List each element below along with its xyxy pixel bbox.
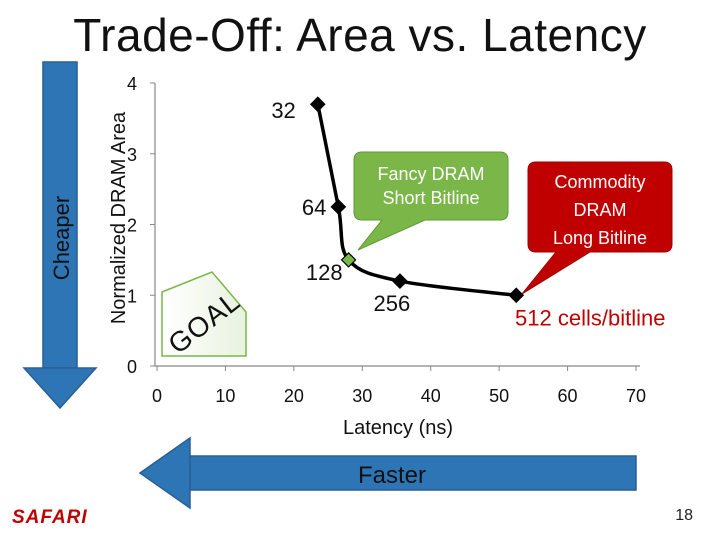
commodity-line1: Commodity: [554, 172, 645, 192]
y-tick-label: 3: [127, 145, 137, 165]
commodity-line2: DRAM: [574, 200, 627, 220]
faster-label: Faster: [358, 462, 426, 489]
commodity-dram-callout: Commodity DRAM Long Bitline: [521, 161, 673, 295]
data-point-marker: [340, 252, 357, 268]
data-point-label: 32: [271, 98, 295, 123]
safari-logo: SAFARI: [12, 507, 88, 528]
x-tick-label: 50: [489, 386, 509, 406]
x-tick-label: 30: [352, 386, 372, 406]
page-number: 18: [675, 507, 693, 524]
y-tick-label: 0: [127, 357, 137, 377]
x-axis-label: Latency (ns): [343, 417, 453, 439]
x-tick-label: 60: [558, 386, 578, 406]
cheaper-label: Cheaper: [49, 196, 74, 280]
faster-arrow: Faster: [138, 436, 637, 510]
area-latency-series: 32 64 128 256 512 cells/bitline: [271, 96, 665, 330]
y-tick-label: 4: [127, 74, 137, 94]
data-point-label: 128: [306, 260, 343, 285]
x-tick-label: 10: [215, 386, 235, 406]
commodity-line3: Long Bitline: [553, 228, 647, 248]
x-tick-label: 0: [152, 386, 162, 406]
x-tick-label: 70: [626, 386, 646, 406]
fancy-dram-line1: Fancy DRAM: [377, 164, 484, 184]
x-tick-label: 20: [284, 386, 304, 406]
fancy-dram-callout: Fancy DRAM Short Bitline: [353, 151, 509, 251]
slide-title: Trade-Off: Area vs. Latency: [73, 9, 647, 61]
data-point-marker: [330, 198, 347, 215]
data-point-label: 256: [374, 291, 411, 316]
data-point-label: 64: [302, 195, 326, 220]
x-tick-label: 40: [421, 386, 441, 406]
y-axis-label: Normalized DRAM Area: [108, 111, 130, 324]
x-axis-ticks: 0 10 20 30 40 50 60 70: [152, 366, 646, 406]
goal-callout: GOAL: [161, 271, 247, 360]
data-point-label: 512 cells/bitline: [515, 305, 665, 330]
fancy-dram-line2: Short Bitline: [382, 188, 479, 208]
data-point-marker: [392, 273, 408, 289]
y-tick-label: 2: [127, 216, 137, 236]
data-point-marker: [508, 287, 525, 304]
cheaper-arrow: Cheaper: [22, 61, 98, 410]
y-tick-label: 1: [127, 286, 137, 306]
y-axis-ticks: 0 1 2 3 4: [127, 74, 155, 377]
data-point-marker: [309, 96, 326, 113]
